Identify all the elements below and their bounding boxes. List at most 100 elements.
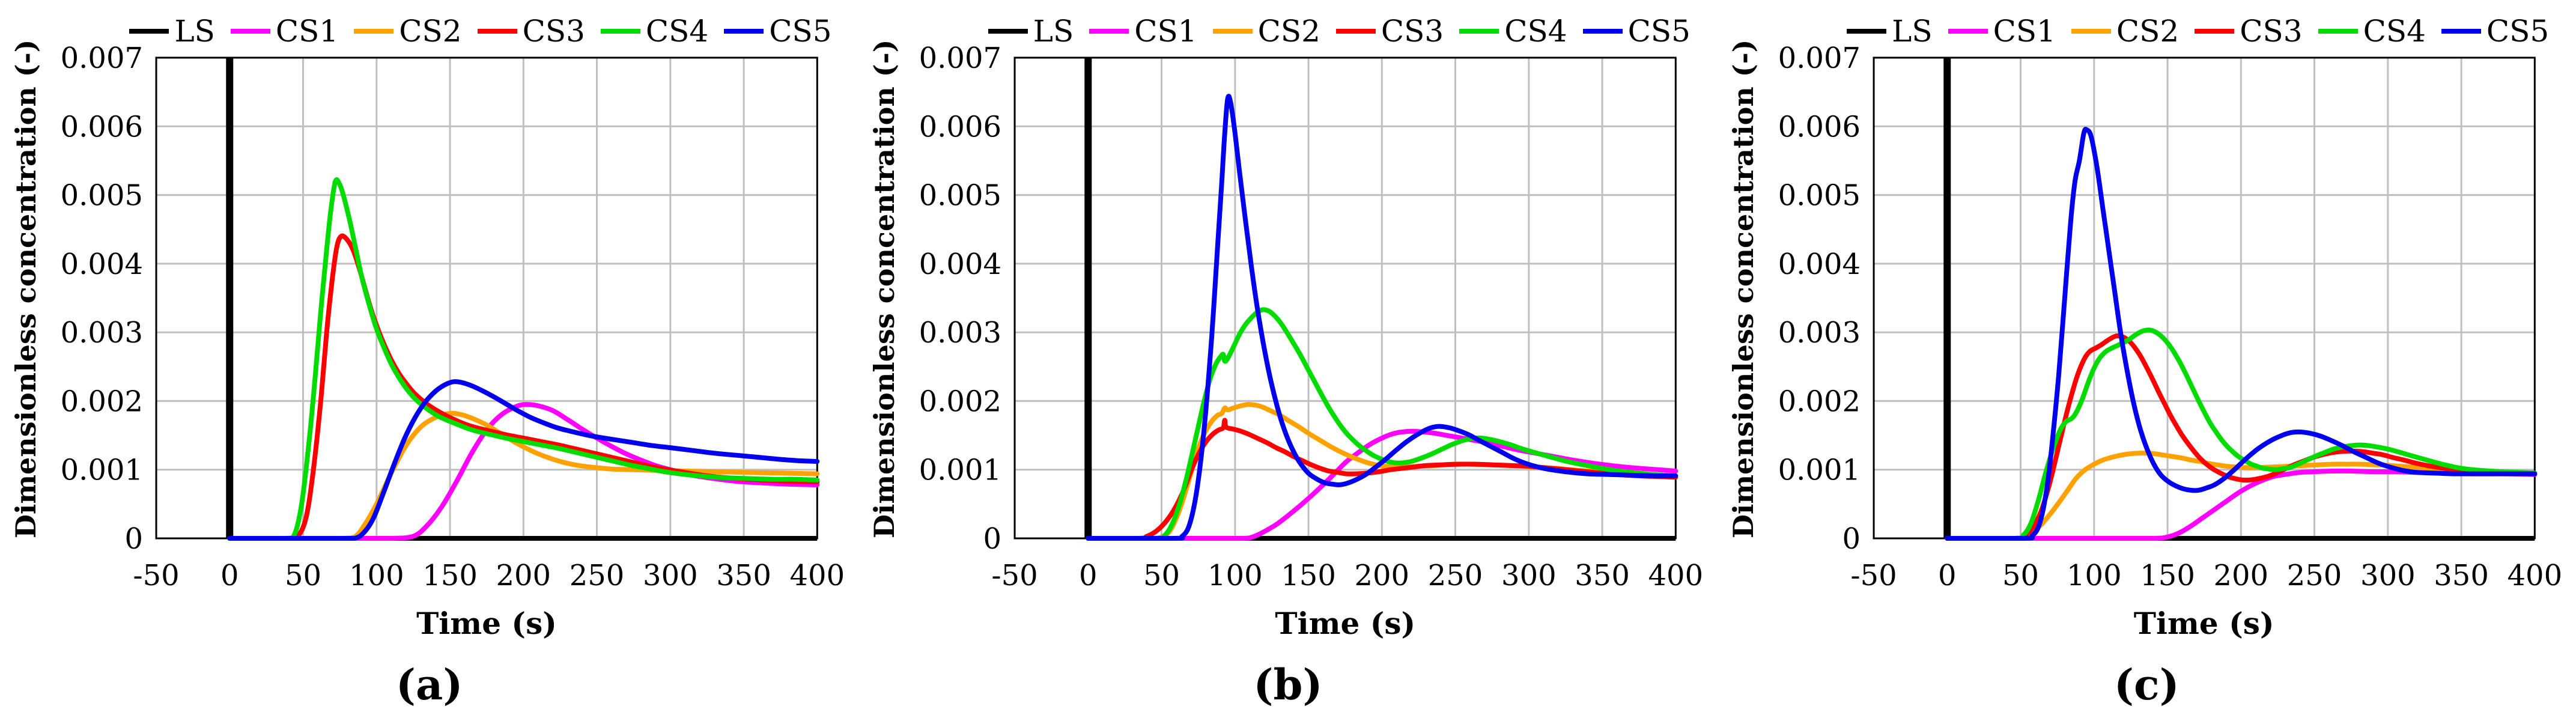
y-tick-label: 0 xyxy=(125,522,144,556)
x-tick-label: 150 xyxy=(2140,559,2195,592)
x-tick-label: 250 xyxy=(570,559,625,592)
y-tick-label: 0.007 xyxy=(919,41,1001,75)
series-cs5-line xyxy=(227,379,820,541)
y-tick-label: 0.006 xyxy=(61,110,143,144)
y-tick-label: 0.001 xyxy=(1778,454,1860,487)
legend-swatch-cs2 xyxy=(1212,29,1253,34)
legend-swatch-cs2 xyxy=(354,29,394,34)
legend-item-ls: LS xyxy=(988,16,1074,46)
legend-label-ls: LS xyxy=(174,14,215,49)
x-tick-label: 50 xyxy=(2002,559,2039,592)
legend-label-ls: LS xyxy=(1892,14,1933,49)
y-tick-label: 0.002 xyxy=(919,385,1001,418)
panel-letter-a: (a) xyxy=(395,660,463,710)
x-axis-title: Time (s) xyxy=(416,606,557,641)
x-tick-label: 350 xyxy=(1575,559,1630,592)
legend-label-cs3: CS3 xyxy=(1381,14,1444,49)
legend-item-cs4: CS4 xyxy=(1459,16,1567,46)
y-tick-label: 0.001 xyxy=(61,454,143,487)
chart-panel-b: LS CS1 CS2 CS3 CS4 CS5 Dimensionless concentr… xyxy=(858,0,1717,721)
x-tick-label: 200 xyxy=(496,559,551,592)
y-tick-label: 0.007 xyxy=(1778,41,1860,75)
legend-item-cs3: CS3 xyxy=(1335,14,1444,49)
series-cs5-line xyxy=(1944,127,2537,541)
panel-letter-b: (b) xyxy=(1253,660,1323,710)
x-tick-label: 250 xyxy=(2286,559,2342,592)
legend-swatch-cs4 xyxy=(1459,29,1499,34)
legend-label-cs3: CS3 xyxy=(522,14,585,49)
chart-panel-c: LS CS1 CS2 CS3 CS4 CS5 Dimensionless concentr… xyxy=(1718,0,2576,721)
legend-label-cs1: CS1 xyxy=(275,14,339,49)
x-tick-label: -50 xyxy=(1850,559,1897,592)
legend-label-cs4: CS4 xyxy=(1504,14,1567,49)
legend-label-cs5: CS5 xyxy=(1627,14,1690,49)
x-tick-label: 350 xyxy=(2434,559,2489,592)
series-cs3-line xyxy=(1086,418,1678,541)
y-tick-label: 0.005 xyxy=(919,179,1001,213)
legend-swatch-cs5 xyxy=(2441,29,2481,34)
y-tick-label: 0.002 xyxy=(61,385,143,418)
legend-label-ls: LS xyxy=(1033,14,1074,49)
plot-area-b: -50 0 50 100 150 200 250 300 350 40000.0010.0020.… xyxy=(919,41,1704,592)
plot-area-a: -50 0 50 100 150 200 250 300 350 40000.0010.0020.… xyxy=(61,41,845,592)
x-tick-label: 100 xyxy=(1208,559,1263,592)
legend: LS CS1 CS2 CS3 CS4 CS5 xyxy=(988,12,1690,50)
legend-item-cs2: CS2 xyxy=(1212,14,1320,49)
x-tick-label: 100 xyxy=(2067,559,2122,592)
legend-swatch-ls xyxy=(129,29,169,34)
legend-swatch-cs3 xyxy=(477,29,517,34)
legend-label-cs2: CS2 xyxy=(1257,14,1320,49)
legend-item-cs2: CS2 xyxy=(2071,16,2179,46)
x-tick-label: 150 xyxy=(422,559,478,592)
panel-letter-c: (c) xyxy=(2113,660,2180,710)
y-tick-label: 0.004 xyxy=(1778,248,1860,281)
series-cs3-line xyxy=(227,233,820,541)
x-tick-label: 50 xyxy=(1143,559,1180,592)
y-tick-label: 0 xyxy=(983,522,1002,556)
legend-swatch-cs5 xyxy=(724,29,764,34)
x-tick-label: 0 xyxy=(1938,559,1957,592)
legend-label-cs2: CS2 xyxy=(399,14,462,49)
legend-item-cs5: CS5 xyxy=(2441,16,2549,46)
plot-border xyxy=(155,56,818,540)
x-tick-label: 300 xyxy=(2360,559,2416,592)
legend-swatch-ls xyxy=(1847,29,1887,34)
legend: LS CS1 CS2 CS3 CS4 CS5 xyxy=(1847,12,2549,50)
x-tick-label: 50 xyxy=(285,559,321,592)
legend-swatch-cs1 xyxy=(230,29,270,34)
x-tick-label: -50 xyxy=(992,559,1038,592)
series-cs5-line xyxy=(1086,94,1678,541)
legend-swatch-cs3 xyxy=(1335,29,1376,34)
legend-swatch-cs4 xyxy=(2318,29,2358,34)
legend-item-cs2: CS2 xyxy=(354,14,462,49)
legend-item-cs1: CS1 xyxy=(1089,16,1197,46)
x-tick-label: 350 xyxy=(716,559,771,592)
legend-item-cs1: CS1 xyxy=(230,14,339,49)
legend-swatch-cs5 xyxy=(1582,29,1623,34)
series-cs4-line xyxy=(1944,327,2537,541)
legend-item-cs5: CS5 xyxy=(1582,14,1690,49)
y-tick-label: 0.007 xyxy=(61,41,143,75)
y-tick-label: 0.005 xyxy=(1778,179,1860,213)
legend-swatch-cs4 xyxy=(600,29,640,34)
x-tick-label: 0 xyxy=(1079,559,1098,592)
x-tick-label: 150 xyxy=(1281,559,1337,592)
legend: LS CS1 CS2 CS3 CS4 CS5 xyxy=(129,12,832,50)
x-tick-label: 250 xyxy=(1428,559,1483,592)
legend-item-cs3: CS3 xyxy=(477,14,585,49)
chart-panel-a: LS CS1 CS2 CS3 CS4 CS5 Dimensionless concentr… xyxy=(0,0,858,721)
legend-label-cs1: CS1 xyxy=(1993,14,2056,49)
legend-label-cs4: CS4 xyxy=(2363,14,2426,49)
x-tick-label: 0 xyxy=(220,559,239,592)
legend-label-cs5: CS5 xyxy=(2486,14,2550,49)
x-tick-label: 400 xyxy=(789,559,845,592)
y-tick-label: 0.002 xyxy=(1778,385,1860,418)
y-tick-label: 0 xyxy=(1842,522,1861,556)
x-tick-label: 100 xyxy=(349,559,404,592)
y-tick-label: 0.003 xyxy=(919,316,1001,350)
x-tick-label: 400 xyxy=(1648,559,1704,592)
legend-item-ls: LS xyxy=(1847,14,1933,49)
y-tick-label: 0.006 xyxy=(919,110,1001,144)
legend-item-ls: LS xyxy=(129,14,215,49)
